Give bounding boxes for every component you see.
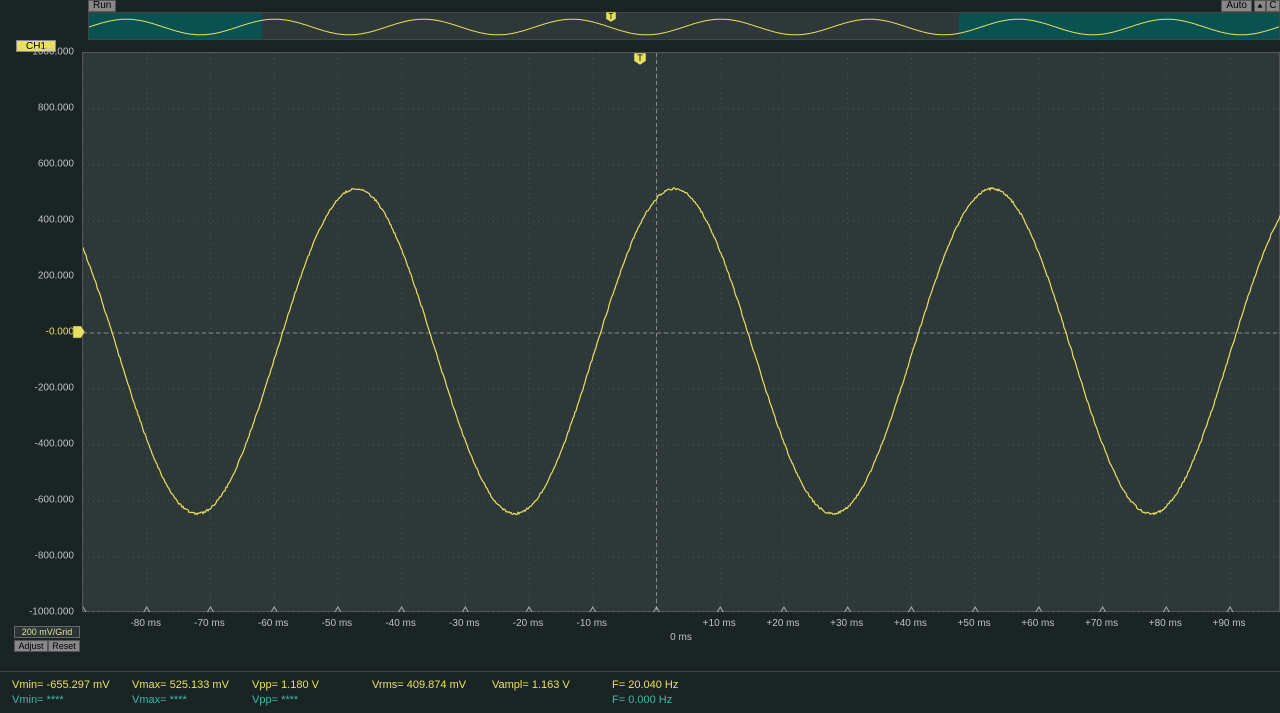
x-axis: 0 ms -80 ms -70 ms -60 ms -50 ms -40 ms -30 m… [82, 612, 1280, 642]
x-tick-label: +90 ms [1212, 618, 1245, 629]
measurement-cell [372, 693, 492, 708]
top-toolbar: Run Auto C [0, 0, 1280, 12]
x-tick-label: -80 ms [130, 618, 161, 629]
measurements-row-ch2: Vmin= ****Vmax= ****Vpp= **** F= 0.000 Hz [12, 693, 1268, 708]
x-tick-label: -10 ms [577, 618, 608, 629]
x-tick-label: -50 ms [322, 618, 353, 629]
scroll-up-icon[interactable] [1254, 0, 1266, 12]
svg-text:T: T [608, 12, 613, 21]
x-tick-label: -70 ms [194, 618, 225, 629]
channel-toggle-button[interactable]: C [1266, 0, 1280, 12]
measurement-cell: Vmax= **** [132, 693, 252, 708]
x-tick-label: +30 ms [830, 618, 863, 629]
x-tick-label: +20 ms [766, 618, 799, 629]
measurement-cell: Vampl= 1.163 V [492, 678, 612, 693]
reset-button[interactable]: Reset [48, 640, 80, 652]
x-tick-label: -60 ms [258, 618, 289, 629]
y-tick-label: 600.000 [38, 159, 74, 170]
trigger-position-marker[interactable]: T [633, 52, 647, 66]
y-tick-label: 800.000 [38, 103, 74, 114]
y-tick-label: -800.000 [35, 551, 74, 562]
auto-button[interactable]: Auto [1221, 0, 1252, 12]
adjust-button[interactable]: Adjust [14, 640, 48, 652]
x-tick-label: -20 ms [513, 618, 544, 629]
x-tick-label: -30 ms [449, 618, 480, 629]
oscilloscope-plot[interactable] [82, 52, 1280, 612]
x-axis-center-label: 0 ms [670, 632, 692, 643]
svg-text:T: T [637, 53, 643, 63]
x-tick-label: +80 ms [1149, 618, 1182, 629]
y-tick-label: -400.000 [35, 439, 74, 450]
y-axis: 1000.000800.000600.000400.000200.000-0.0… [0, 52, 80, 612]
y-tick-label: 400.000 [38, 215, 74, 226]
x-tick-label: +70 ms [1085, 618, 1118, 629]
measurement-cell: Vpp= 1.180 V [252, 678, 372, 693]
y-tick-label: -1000.000 [29, 607, 74, 618]
x-tick-label: +10 ms [703, 618, 736, 629]
y-tick-label: -200.000 [35, 383, 74, 394]
measurement-cell: F= 0.000 Hz [612, 693, 732, 708]
measurement-cell [492, 693, 612, 708]
vertical-scale-label: 200 mV/Grid [14, 626, 80, 638]
voltage-zero-marker[interactable] [72, 325, 86, 339]
measurement-cell: Vmin= **** [12, 693, 132, 708]
plot-canvas [83, 53, 1280, 613]
measurement-cell: Vrms= 409.874 mV [372, 678, 492, 693]
x-tick-label: +40 ms [894, 618, 927, 629]
x-tick-label: -40 ms [385, 618, 416, 629]
measurement-cell: Vpp= **** [252, 693, 372, 708]
y-tick-label: -0.000 [46, 327, 74, 338]
measurements-bar: Vmin= -655.297 mVVmax= 525.133 mVVpp= 1.… [0, 671, 1280, 713]
measurement-cell: F= 20.040 Hz [612, 678, 732, 693]
x-tick-label: +50 ms [958, 618, 991, 629]
measurement-cell: Vmax= 525.133 mV [132, 678, 252, 693]
x-tick-label: +60 ms [1021, 618, 1054, 629]
y-tick-label: 1000.000 [32, 47, 74, 58]
run-button[interactable]: Run [88, 0, 116, 12]
measurements-row-ch1: Vmin= -655.297 mVVmax= 525.133 mVVpp= 1.… [12, 678, 1268, 693]
overview-trace [89, 13, 1279, 39]
y-tick-label: -600.000 [35, 495, 74, 506]
y-tick-label: 200.000 [38, 271, 74, 282]
measurement-cell: Vmin= -655.297 mV [12, 678, 132, 693]
waveform-overview[interactable]: T [88, 12, 1280, 40]
overview-trigger-marker[interactable]: T [605, 11, 617, 23]
